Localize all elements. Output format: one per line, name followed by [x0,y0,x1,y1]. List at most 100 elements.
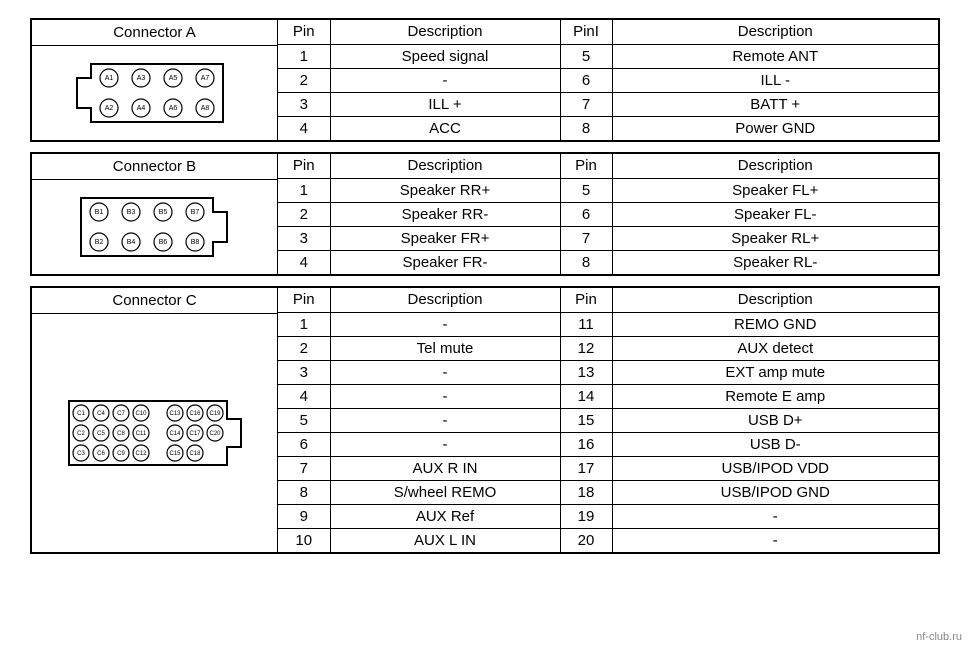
table-cell: Speaker RR- [330,202,560,226]
svg-text:A2: A2 [104,105,113,112]
table-cell: 6 [560,68,612,92]
connector-title: Connector C [32,288,277,314]
table-cell: 3 [278,226,330,250]
svg-text:B2: B2 [94,239,103,246]
table-cell: 19 [560,504,612,528]
table-cell: AUX R IN [330,456,560,480]
table-cell: 4 [278,384,330,408]
svg-text:C17: C17 [189,431,201,437]
table-cell: 2 [278,202,330,226]
watermark: nf-club.ru [916,631,962,643]
table-cell: 7 [278,456,330,480]
table-header: Description [330,154,560,178]
table-cell: 8 [278,480,330,504]
table-header: Description [330,20,560,44]
table-cell: 3 [278,360,330,384]
table-cell: Speaker RL+ [612,226,938,250]
table-row: 4Speaker FR-8Speaker RL- [278,250,938,274]
svg-text:B8: B8 [190,239,199,246]
table-cell: 10 [278,528,330,552]
table-cell: ILL + [330,92,560,116]
table-cell: 17 [560,456,612,480]
table-cell: AUX Ref [330,504,560,528]
table-cell: USB D+ [612,408,938,432]
table-cell: BATT + [612,92,938,116]
table-row: 9AUX Ref19- [278,504,938,528]
svg-text:C7: C7 [117,411,125,417]
table-row: 2Speaker RR-6Speaker FL- [278,202,938,226]
table-cell: 1 [278,44,330,68]
table-cell: 14 [560,384,612,408]
table-cell: Speaker FL- [612,202,938,226]
svg-text:A3: A3 [136,75,145,82]
table-cell: EXT amp mute [612,360,938,384]
connector-diagram: B1B3B5B7B2B4B6B8 [32,180,277,274]
pinout-table: PinDescriptionPinDescription1-11REMO GND… [278,288,938,552]
connector-block: Connector BB1B3B5B7B2B4B6B8PinDescriptio… [30,152,940,276]
connector-title: Connector B [32,154,277,180]
table-row: 5-15USB D+ [278,408,938,432]
svg-text:C13: C13 [169,411,181,417]
table-row: 1Speaker RR+5Speaker FL+ [278,178,938,202]
table-cell: 4 [278,116,330,140]
table-cell: - [330,360,560,384]
svg-text:C12: C12 [135,451,147,457]
table-cell: 6 [278,432,330,456]
table-cell: 7 [560,226,612,250]
table-cell: 11 [560,312,612,336]
table-cell: REMO GND [612,312,938,336]
table-header: PinI [560,20,612,44]
table-cell: 3 [278,92,330,116]
table-cell: 7 [560,92,612,116]
table-row: 2-6ILL - [278,68,938,92]
table-cell: Remote ANT [612,44,938,68]
table-header: Pin [278,154,330,178]
table-cell: 4 [278,250,330,274]
table-header: Description [612,288,938,312]
connector-diagram: A1A3A5A7A2A4A6A8 [32,46,277,140]
table-cell: 5 [278,408,330,432]
svg-text:A1: A1 [104,75,113,82]
table-row: 6-16USB D- [278,432,938,456]
table-cell: 5 [560,178,612,202]
connector-block: Connector AA1A3A5A7A2A4A6A8PinDescriptio… [30,18,940,142]
svg-text:C18: C18 [189,451,201,457]
table-cell: 12 [560,336,612,360]
table-cell: - [330,68,560,92]
table-cell: 15 [560,408,612,432]
table-cell: 5 [560,44,612,68]
svg-text:B6: B6 [158,239,167,246]
table-row: 1-11REMO GND [278,312,938,336]
table-row: 4ACC8Power GND [278,116,938,140]
svg-text:B5: B5 [158,209,167,216]
pinout-table: PinDescriptionPinDescription1Speaker RR+… [278,154,938,274]
svg-text:C3: C3 [77,451,85,457]
table-row: 10AUX L IN20- [278,528,938,552]
table-header: Pin [560,154,612,178]
table-row: 3ILL +7BATT + [278,92,938,116]
svg-text:C20: C20 [209,431,221,437]
table-header: Description [330,288,560,312]
table-cell: S/wheel REMO [330,480,560,504]
table-cell: - [330,408,560,432]
table-cell: - [612,504,938,528]
table-row: 8S/wheel REMO18USB/IPOD GND [278,480,938,504]
table-header: Pin [278,20,330,44]
svg-text:A8: A8 [200,105,209,112]
table-cell: 18 [560,480,612,504]
svg-text:C9: C9 [117,451,125,457]
svg-text:C15: C15 [169,451,181,457]
connector-title: Connector A [32,20,277,46]
svg-text:A5: A5 [168,75,177,82]
table-cell: ILL - [612,68,938,92]
svg-text:C10: C10 [135,411,147,417]
connector-block: Connector CC1C4C7C10C13C16C19C2C5C8C11C1… [30,286,940,554]
table-cell: Speed signal [330,44,560,68]
table-row: 7AUX R IN17USB/IPOD VDD [278,456,938,480]
table-cell: Speaker FL+ [612,178,938,202]
table-cell: 8 [560,116,612,140]
table-cell: 8 [560,250,612,274]
table-cell: USB/IPOD VDD [612,456,938,480]
pinout-table: PinDescriptionPinIDescription1Speed sign… [278,20,938,140]
table-cell: 9 [278,504,330,528]
